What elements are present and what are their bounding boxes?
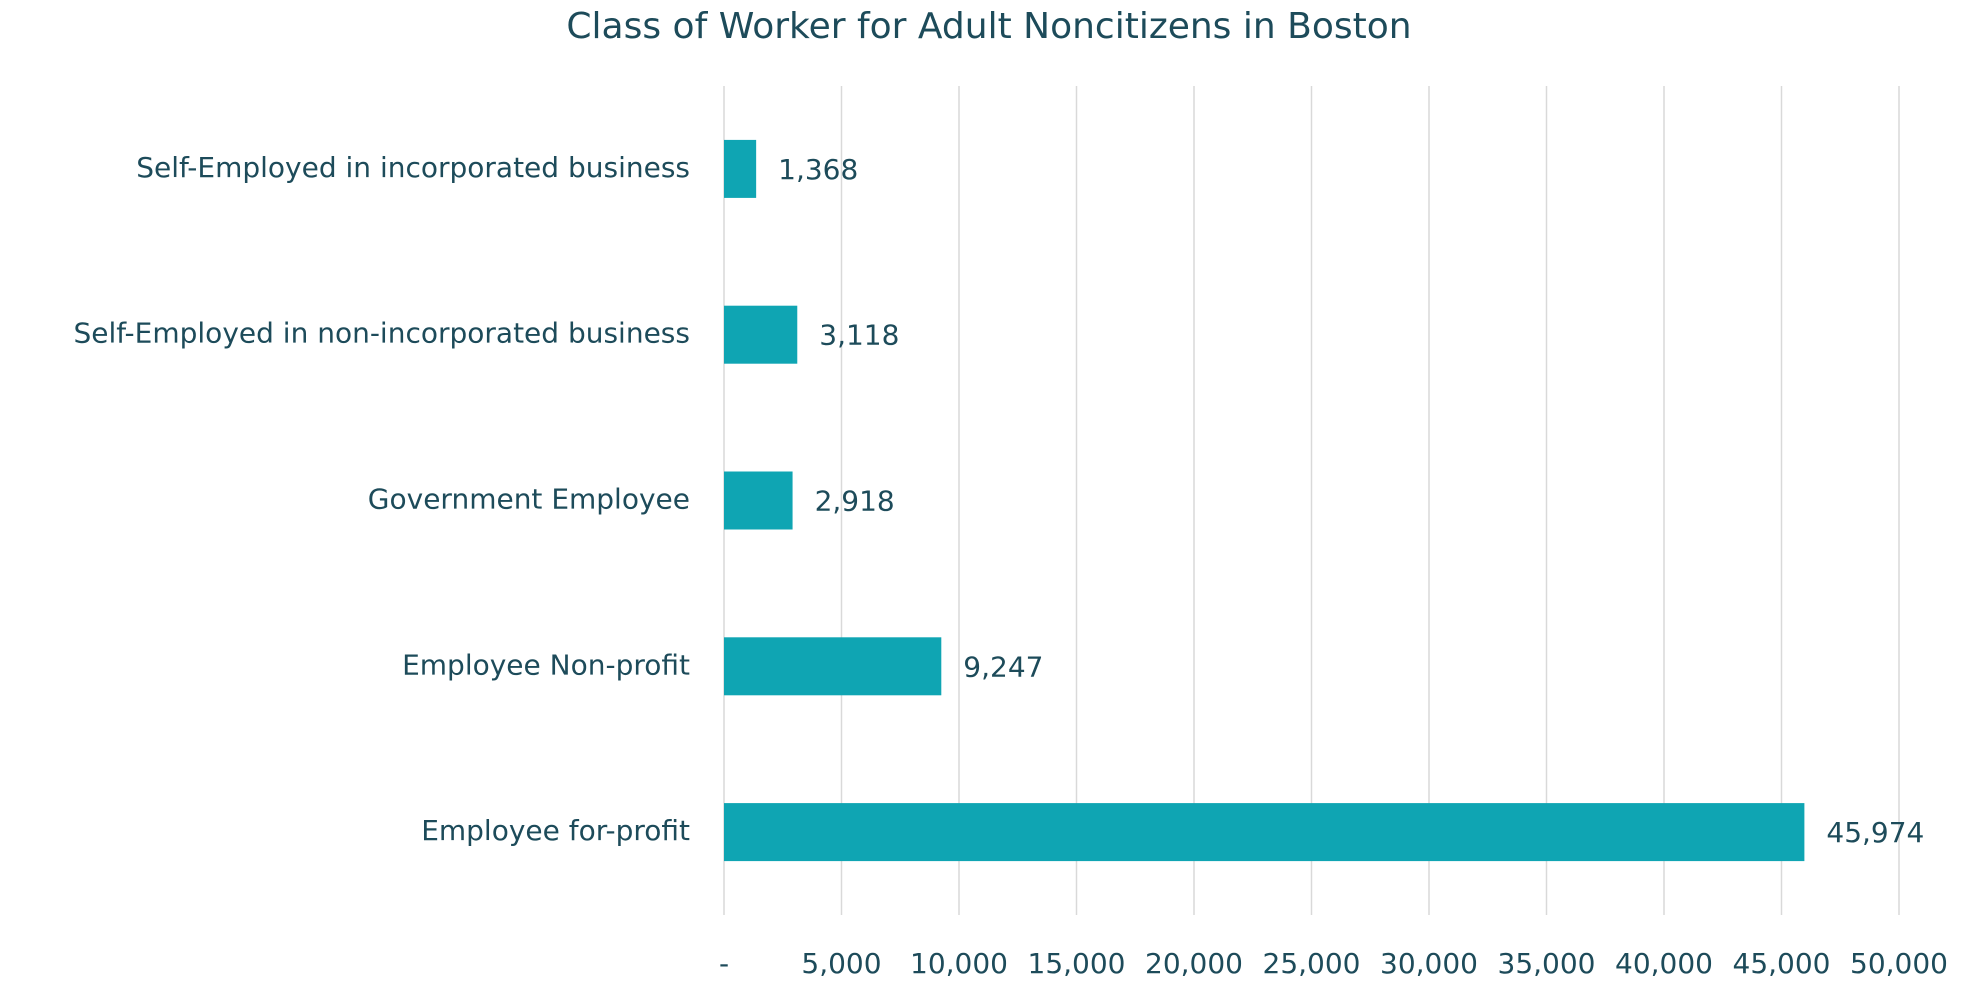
y-tick-label: Employee for-profit bbox=[421, 814, 690, 847]
x-tick-label: 30,000 bbox=[1380, 947, 1478, 980]
x-tick-label: 50,000 bbox=[1850, 947, 1948, 980]
data-label: 1,368 bbox=[778, 153, 858, 186]
x-tick-label: 40,000 bbox=[1615, 947, 1713, 980]
chart-title: Class of Worker for Adult Noncitizens in… bbox=[566, 6, 1411, 47]
data-label: 2,918 bbox=[815, 485, 895, 518]
x-tick-label: 15,000 bbox=[1028, 947, 1126, 980]
x-tick-label: - bbox=[719, 947, 729, 980]
y-tick-label: Self-Employed in non-incorporated busine… bbox=[73, 317, 690, 350]
x-tick-label: 10,000 bbox=[910, 947, 1008, 980]
y-tick-label: Employee Non-profit bbox=[402, 648, 690, 681]
bar bbox=[724, 139, 757, 198]
bar bbox=[724, 803, 1805, 862]
x-tick-label: 45,000 bbox=[1733, 947, 1831, 980]
data-label: 45,974 bbox=[1826, 816, 1924, 849]
bar bbox=[724, 305, 798, 364]
x-tick-label: 5,000 bbox=[801, 947, 881, 980]
bar bbox=[724, 471, 793, 530]
x-tick-label: 35,000 bbox=[1498, 947, 1596, 980]
x-tick-label: 20,000 bbox=[1145, 947, 1243, 980]
bar bbox=[724, 637, 942, 696]
data-label: 9,247 bbox=[963, 650, 1043, 683]
x-tick-label: 25,000 bbox=[1263, 947, 1361, 980]
y-tick-label: Self-Employed in incorporated business bbox=[136, 151, 690, 184]
data-label: 3,118 bbox=[819, 319, 899, 352]
y-tick-label: Government Employee bbox=[368, 483, 690, 516]
